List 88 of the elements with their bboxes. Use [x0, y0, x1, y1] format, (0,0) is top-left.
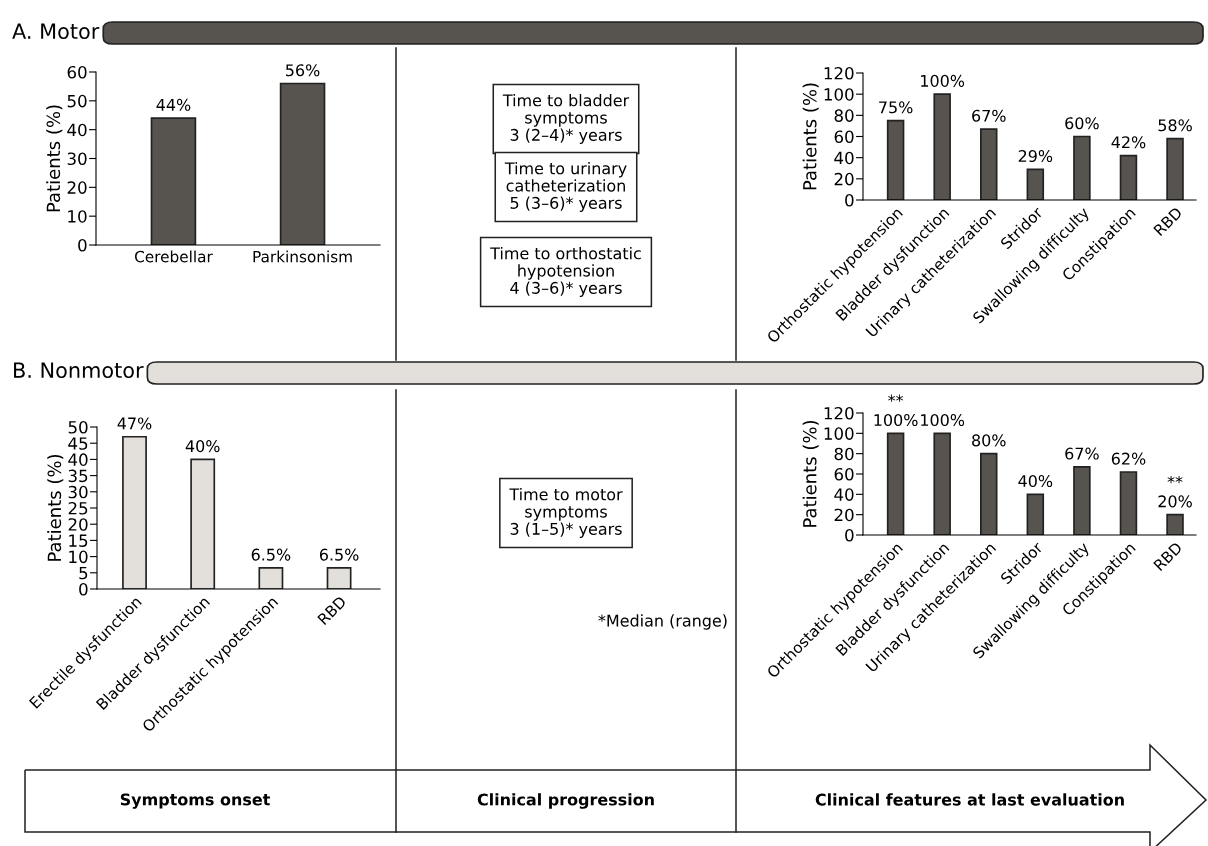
bar — [886, 432, 905, 535]
text: Time to motor symptoms 3 (1–5)* years — [509, 487, 623, 539]
y-axis-title: Patients (%) — [802, 83, 819, 190]
text: Clinical progression — [477, 793, 654, 809]
y-tick-label: 80 — [834, 109, 854, 122]
y-tick-label: 35 — [68, 469, 88, 483]
bar — [933, 93, 951, 200]
bar — [1073, 135, 1091, 200]
bar — [1119, 471, 1138, 535]
bar — [258, 567, 284, 589]
y-tick-label: 0 — [78, 238, 87, 252]
text: *Median (range) — [598, 614, 727, 630]
chart-title: B. Nonmotor — [14, 362, 144, 379]
y-tick-label: 15 — [69, 534, 88, 547]
data-label: 44% — [156, 98, 191, 111]
y-tick-label: 10 — [68, 210, 87, 223]
x-tick-label: Cerebellar — [134, 250, 213, 263]
bar — [326, 567, 352, 589]
y-tick-label: 120 — [824, 66, 854, 80]
data-label: 56% — [286, 64, 320, 77]
text: Time to orthostatic hypotension 4 (3–6)* years — [490, 246, 641, 298]
bar — [933, 432, 951, 535]
y-axis-title: Patients (%) — [802, 420, 819, 527]
y-tick-label: 40 — [67, 123, 87, 137]
y-tick-label: 60 — [834, 467, 854, 481]
y-tick-label: 0 — [79, 582, 88, 596]
bar — [1073, 466, 1091, 535]
y-axis-title: Patients (%) — [47, 454, 64, 561]
y-tick-label: 50 — [68, 420, 88, 434]
data-label: 80% — [972, 434, 1006, 447]
data-label: 29% — [1018, 149, 1053, 163]
data-label: 100% — [874, 413, 918, 427]
y-tick-label: 25 — [68, 501, 88, 515]
text: Symptoms onset — [120, 793, 270, 809]
y-tick-label: 20 — [834, 172, 854, 186]
data-label: 100% — [921, 413, 965, 427]
bar — [886, 119, 905, 200]
y-tick-label: 20 — [67, 181, 87, 194]
bar — [1026, 168, 1045, 200]
y-tick-label: 20 — [834, 508, 854, 522]
y-tick-label: 45 — [68, 437, 88, 450]
data-label: 40% — [185, 440, 220, 453]
y-tick-label: 30 — [68, 485, 88, 499]
data-label: 40% — [1018, 474, 1053, 488]
bar — [979, 452, 998, 535]
x-tick-label: Parkinsonism — [253, 250, 352, 263]
bar — [190, 458, 216, 589]
bar — [1026, 493, 1045, 535]
text: Time to urinary catheterization 5 (3–6)* years — [504, 161, 627, 213]
y-axis-title: Patients (%) — [46, 105, 63, 212]
data-label: 62% — [1111, 452, 1146, 465]
y-tick-label: 120 — [824, 406, 854, 420]
chart-title: A. Motor — [12, 23, 100, 40]
y-tick-label: 0 — [845, 193, 854, 207]
data-label: 100% — [921, 74, 965, 87]
data-label: 58% — [1158, 119, 1192, 132]
annotation: ** — [888, 394, 904, 402]
y-tick-label: 0 — [845, 528, 854, 542]
bar — [979, 128, 998, 200]
y-tick-label: 40 — [834, 488, 854, 501]
data-label: 75% — [879, 101, 913, 114]
data-label: 60% — [1065, 117, 1099, 130]
y-tick-label: 40 — [834, 151, 854, 165]
y-tick-label: 100 — [824, 427, 854, 440]
data-label: 6.5% — [251, 548, 291, 561]
bar — [1119, 154, 1138, 200]
data-label: 42% — [1111, 136, 1146, 149]
data-label: 20% — [1158, 495, 1192, 508]
y-tick-label: 5 — [79, 566, 88, 580]
y-tick-label: 60 — [834, 130, 854, 144]
data-label: 67% — [1065, 447, 1099, 460]
bar — [1166, 137, 1184, 200]
y-tick-label: 60 — [67, 65, 87, 79]
y-tick-label: 50 — [67, 94, 87, 108]
y-tick-label: 40 — [68, 453, 88, 466]
y-tick-label: 10 — [69, 550, 88, 564]
y-tick-label: 30 — [67, 152, 87, 166]
y-tick-label: 20 — [68, 518, 88, 531]
bar — [122, 435, 147, 589]
text: Clinical features at last evaluation — [815, 793, 1124, 806]
y-tick-label: 100 — [824, 88, 854, 101]
y-tick-label: 80 — [834, 447, 854, 461]
annotation: ** — [1167, 475, 1183, 484]
data-label: 47% — [117, 417, 152, 430]
text: Time to bladder symptoms 3 (2–4)* years — [502, 93, 630, 145]
data-label: 67% — [972, 109, 1006, 122]
data-label: 6.5% — [319, 548, 359, 561]
bar — [1166, 513, 1184, 535]
